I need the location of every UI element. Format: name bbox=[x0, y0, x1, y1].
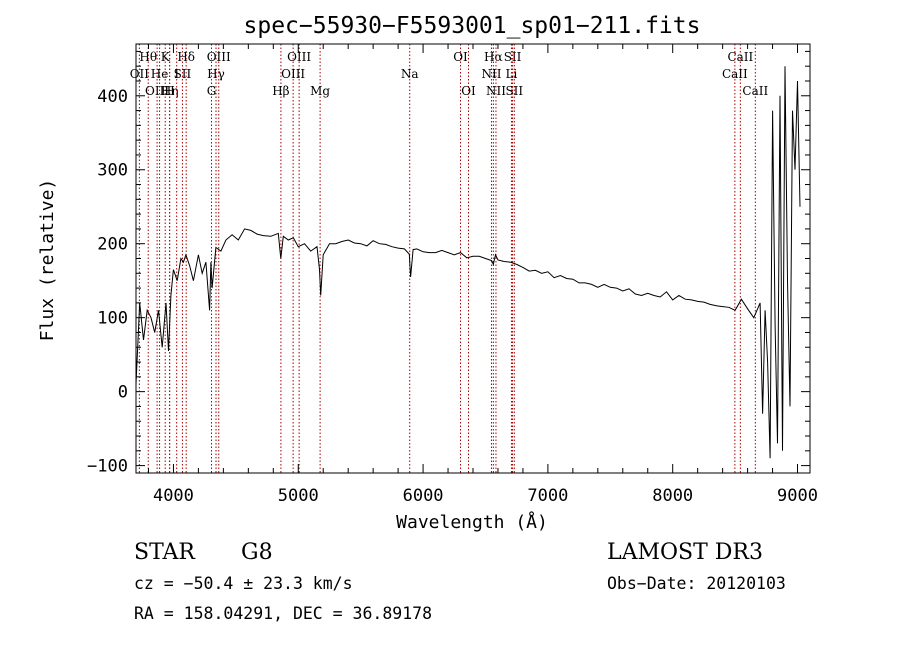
plot-frame bbox=[135, 43, 811, 474]
y-axis-label: Flux (relative) bbox=[37, 179, 58, 342]
coordinates: RA = 158.04291, DEC = 36.89178 bbox=[134, 604, 432, 623]
spectral-line-label: Na bbox=[401, 67, 419, 81]
spectrum-series-line bbox=[135, 66, 801, 459]
spectral-line-label: CaII bbox=[722, 67, 748, 81]
spectral-line-label: OI bbox=[453, 50, 468, 64]
spectral-line-label: K bbox=[161, 50, 171, 64]
spectral-line-label: Hγ bbox=[207, 67, 225, 81]
redshift-velocity: cz = −50.4 ± 23.3 km/s bbox=[134, 574, 353, 593]
spectral-line-label: Hβ bbox=[272, 84, 289, 98]
survey-name: LAMOST DR3 bbox=[607, 540, 763, 565]
axis-ticks: 4000 5000 6000 7000 8000 9000 −100 0 100 200 300 40… bbox=[87, 44, 818, 506]
spectral-line-label: SII bbox=[505, 84, 523, 98]
spectral-line-label: SII bbox=[504, 50, 522, 64]
x-tick-label: 7000 bbox=[527, 486, 568, 506]
spectral-line-label: OIII bbox=[145, 84, 169, 98]
spectral-line-label: H bbox=[164, 84, 174, 98]
spectral-line-label: CaII bbox=[727, 50, 753, 64]
x-tick-label: 5000 bbox=[278, 486, 319, 506]
spectral-line-label: NII bbox=[481, 67, 501, 81]
spectral-line-label: Li bbox=[506, 67, 518, 81]
spectral-line-label: Hδ bbox=[177, 50, 195, 64]
y-tick-label: 0 bbox=[118, 383, 128, 403]
y-tick-label: −100 bbox=[87, 457, 128, 477]
spectral-line-label: He bbox=[151, 67, 169, 81]
object-class: STAR bbox=[134, 540, 196, 565]
spectral-line-label: OI bbox=[461, 84, 476, 98]
spectral-line-label: CaII bbox=[742, 84, 768, 98]
spectral-line-label: OIII bbox=[207, 50, 231, 64]
object-subclass: G8 bbox=[241, 540, 273, 565]
x-tick-label: 8000 bbox=[652, 486, 693, 506]
x-tick-label: 6000 bbox=[403, 486, 444, 506]
spectral-line-label: OIII bbox=[281, 67, 305, 81]
x-tick-label: 4000 bbox=[153, 486, 194, 506]
spectral-line-label: OIII bbox=[287, 50, 311, 64]
spectral-line-label: G bbox=[207, 84, 217, 98]
spectral-line-label: SII bbox=[174, 67, 192, 81]
y-tick-label: 200 bbox=[97, 235, 128, 255]
y-tick-label: 300 bbox=[97, 161, 128, 181]
spectral-line-label: OII bbox=[130, 67, 150, 81]
spectral-line-label: NII bbox=[486, 84, 506, 98]
chart-title: spec−55930−F5593001_sp01−211.fits bbox=[244, 13, 701, 39]
spectral-line-label: I bbox=[174, 67, 179, 81]
y-tick-label: 400 bbox=[97, 87, 128, 107]
x-axis-label: Wavelength (Å) bbox=[396, 511, 548, 533]
y-tick-label: 100 bbox=[97, 309, 128, 329]
spectral-line-label: Mg bbox=[310, 84, 330, 98]
observation-date: Obs−Date: 20120103 bbox=[607, 574, 786, 593]
spectral-line-label: Hα bbox=[484, 50, 503, 64]
x-tick-label: 9000 bbox=[777, 486, 818, 506]
spectral-line-label: Hθ bbox=[139, 50, 157, 64]
